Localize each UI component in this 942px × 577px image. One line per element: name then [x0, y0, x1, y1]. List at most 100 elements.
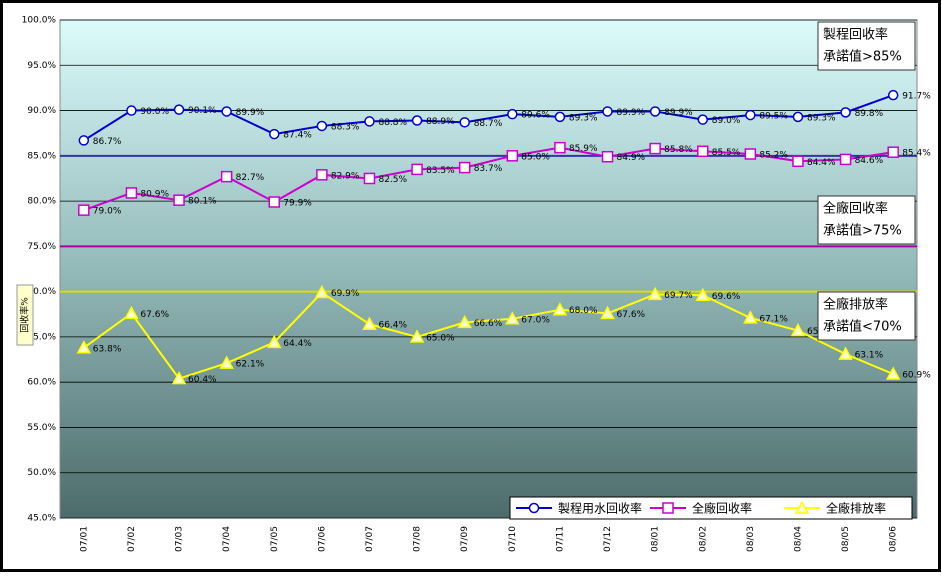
data-label: 60.4%: [188, 375, 217, 385]
data-label: 85.5%: [712, 148, 741, 158]
marker: [601, 150, 614, 163]
annotation-box: [817, 195, 916, 245]
marker: [792, 155, 804, 168]
data-label: 89.9%: [236, 108, 265, 118]
annotation-text: 全廠回收率: [823, 201, 888, 217]
data-label: 89.9%: [617, 108, 646, 118]
legend-marker: [662, 502, 674, 514]
marker: [409, 329, 425, 343]
marker: [221, 106, 232, 117]
marker: [840, 107, 851, 118]
marker: [219, 355, 234, 369]
y-tick-label: 50.0%: [27, 468, 56, 478]
data-label: 68.0%: [569, 306, 598, 316]
annotation-box: [817, 291, 916, 341]
marker: [173, 104, 185, 115]
x-tick-label: 08/05: [841, 526, 851, 552]
marker: [600, 305, 615, 320]
data-label: 60.9%: [902, 371, 931, 381]
annotation-text: 承諾值>75%: [823, 223, 902, 239]
marker: [839, 153, 852, 166]
x-tick-label: 08/06: [889, 526, 899, 552]
y-axis-label-box: [16, 284, 34, 346]
x-tick-label: 08/01: [651, 526, 661, 552]
data-label: 67.6%: [617, 310, 646, 320]
marker: [697, 145, 709, 158]
data-label: 64.4%: [283, 339, 312, 349]
x-tick-label: 07/02: [127, 526, 137, 552]
marker: [411, 163, 423, 176]
y-tick-label: 45.0%: [27, 514, 56, 524]
marker: [457, 314, 472, 329]
marker: [507, 108, 518, 120]
y-tick-label: 80.0%: [27, 197, 56, 207]
data-label: 85.4%: [902, 149, 931, 159]
legend-label: 全廠回收率: [692, 501, 752, 516]
data-label: 69.7%: [664, 291, 693, 301]
marker: [697, 114, 708, 125]
x-tick-label: 07/09: [460, 526, 470, 552]
x-tick-label: 07/04: [222, 526, 232, 552]
y-tick-label: 65.0%: [27, 332, 56, 342]
marker: [505, 311, 520, 325]
marker: [459, 117, 470, 128]
marker: [363, 172, 376, 185]
marker: [126, 105, 137, 116]
data-label: 62.1%: [236, 360, 265, 370]
y-axis-label-group: 回收率%: [16, 284, 34, 346]
data-label: 69.9%: [331, 289, 360, 299]
y-axis-label: 回收率%: [19, 297, 31, 333]
marker: [506, 150, 519, 162]
data-label: 84.9%: [617, 153, 646, 163]
marker: [76, 340, 92, 354]
plot-area: [59, 19, 918, 519]
y-tick-label: 70.0%: [27, 287, 56, 297]
series-line: [83, 94, 894, 142]
data-label: 80.1%: [188, 197, 217, 207]
marker: [838, 346, 853, 360]
marker: [458, 161, 471, 174]
marker: [885, 366, 901, 380]
data-label: 66.6%: [474, 319, 503, 329]
marker: [649, 106, 661, 117]
marker: [171, 370, 187, 385]
data-label: 67.1%: [759, 314, 788, 324]
marker: [887, 146, 899, 158]
y-tick-label: 90.0%: [27, 106, 56, 116]
series-line: [83, 146, 894, 212]
data-label: 67.6%: [140, 310, 169, 320]
legend-label: 全廠排放率: [826, 501, 886, 516]
y-tick-label: 75.0%: [27, 242, 56, 252]
data-label: 84.6%: [855, 156, 884, 166]
x-tick-label: 07/08: [413, 526, 423, 552]
y-tick-label: 55.0%: [27, 423, 56, 433]
marker: [743, 310, 758, 324]
x-tick-label: 08/02: [698, 526, 708, 552]
x-tick-label: 07/01: [79, 526, 89, 552]
data-label: 85.9%: [569, 144, 598, 154]
x-tick-label: 07/11: [555, 526, 565, 552]
y-tick-label: 95.0%: [27, 61, 56, 71]
x-tick-label: 08/04: [793, 526, 803, 552]
data-label: 89.8%: [855, 109, 884, 119]
data-label: 88.7%: [474, 119, 503, 129]
marker: [554, 111, 566, 123]
data-label: 88.3%: [331, 122, 360, 132]
data-label: 79.9%: [283, 198, 312, 208]
data-label: 84.4%: [807, 158, 836, 168]
x-tick-label: 07/10: [508, 526, 518, 552]
marker: [744, 148, 757, 160]
legend: 製程用水回收率 全廠回收率 全廠排放率: [509, 496, 913, 520]
data-label: 85.2%: [759, 151, 788, 161]
data-label: 65.0%: [426, 333, 455, 343]
data-label: 90.0%: [140, 107, 169, 117]
marker: [314, 284, 330, 299]
data-label: 79.0%: [93, 207, 122, 217]
annotation-text: 製程回收率: [823, 27, 888, 43]
data-label: 85.0%: [521, 152, 550, 162]
marker: [695, 287, 711, 302]
data-label: 86.7%: [93, 137, 122, 147]
